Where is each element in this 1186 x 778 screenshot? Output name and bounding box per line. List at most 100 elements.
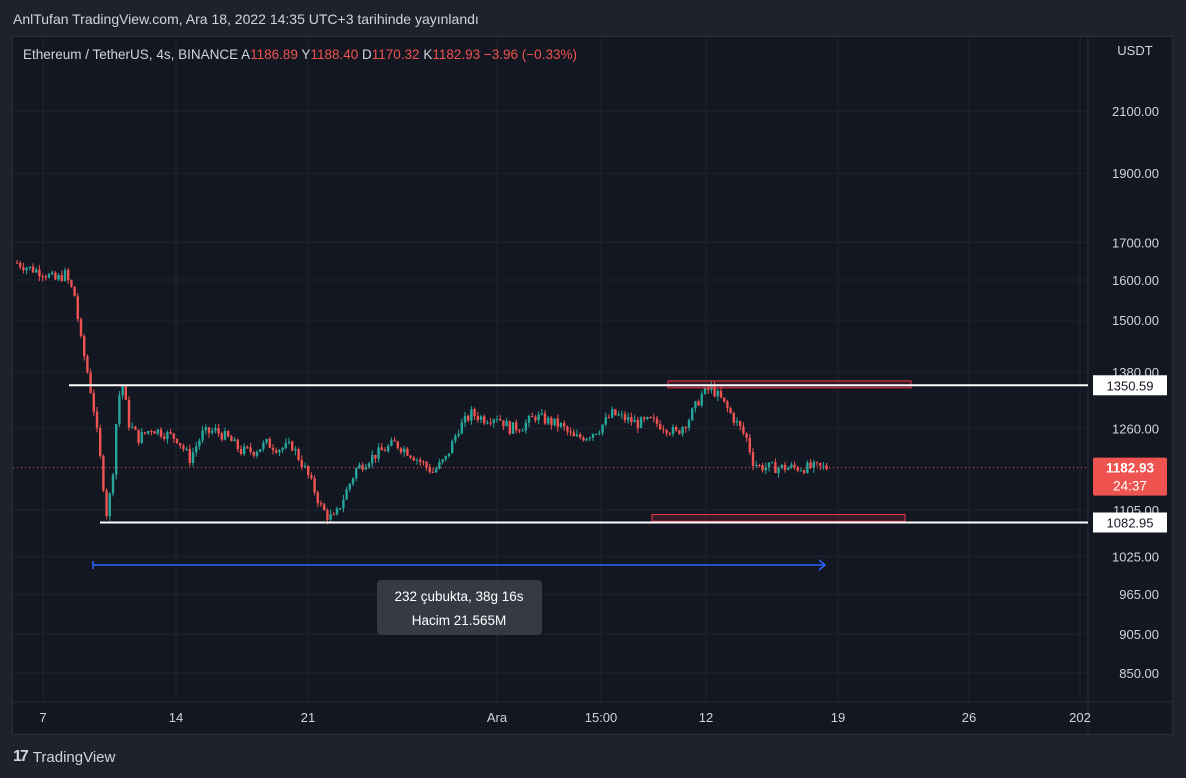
candle-body — [489, 422, 492, 424]
candle-body — [303, 465, 307, 468]
candle-body — [585, 438, 588, 441]
candle-body — [630, 417, 633, 423]
footer-brand: TradingView — [32, 748, 116, 766]
candle-body — [339, 508, 342, 510]
legend-symbol: Ethereum / TetherUS, 4s, BINANCE — [23, 47, 241, 62]
candle-body — [118, 395, 121, 425]
candle-body — [57, 274, 60, 280]
candle-body — [668, 433, 671, 435]
candle-body — [588, 437, 591, 439]
candle-body — [403, 448, 406, 453]
candle-body — [102, 455, 105, 491]
candle-body — [223, 431, 227, 440]
candle-body — [700, 393, 703, 406]
candle-body — [454, 435, 457, 441]
candle-body — [342, 499, 345, 509]
legend-high-value: 1188.40 — [310, 47, 362, 62]
candle-body — [22, 267, 25, 271]
candle-body — [499, 419, 502, 421]
candle-body — [553, 418, 556, 426]
candle-body — [38, 269, 41, 277]
candle-body — [383, 450, 387, 452]
candle-body — [278, 450, 281, 453]
published-info: AnlTufan TradingView.com, Ara 18, 2022 1… — [13, 11, 479, 27]
candle-body — [825, 465, 828, 470]
candle-body — [559, 423, 563, 427]
legend-change: −3.96 (−0.33%) — [484, 47, 577, 62]
ohlc-legend: Ethereum / TetherUS, 4s, BINANCE A1186.8… — [23, 47, 577, 62]
candle-body — [598, 432, 601, 434]
candle-body — [502, 420, 505, 427]
candle-body — [281, 447, 284, 451]
candle-body — [246, 446, 249, 448]
footer: 17 TradingView — [13, 746, 115, 768]
candle-body — [793, 464, 796, 468]
candle-body — [684, 427, 687, 429]
candle-body — [627, 417, 630, 421]
candle-body — [268, 438, 271, 448]
candle-body — [182, 445, 185, 450]
candle-body — [191, 452, 195, 463]
support-price-label-bg — [1093, 512, 1167, 533]
candle-body — [243, 446, 246, 455]
price-tick-label: 1260.00 — [1112, 421, 1159, 436]
candle-body — [70, 280, 73, 287]
time-tick-label: 26 — [962, 710, 976, 725]
candle-body — [179, 443, 182, 446]
candle-body — [271, 447, 275, 451]
candle-body — [83, 336, 86, 357]
candle-body — [284, 442, 287, 448]
candle-body — [150, 431, 153, 433]
candle-body — [822, 465, 825, 467]
candle-body — [537, 414, 540, 421]
candle-body — [633, 419, 636, 423]
candle-body — [476, 415, 479, 420]
candle-body — [575, 434, 579, 437]
candle-body — [515, 422, 518, 431]
candle-body — [79, 318, 83, 337]
bar-countdown-label: 24:37 — [1113, 479, 1147, 494]
candle-body — [774, 462, 777, 474]
support-price-label: 1082.95 — [1107, 515, 1154, 530]
candle-body — [425, 462, 428, 467]
candle-body — [614, 409, 617, 416]
candle-body — [31, 266, 35, 273]
candle-body — [239, 449, 243, 455]
candle-body — [73, 286, 76, 297]
candle-body — [691, 408, 694, 421]
candle-body — [713, 384, 716, 397]
candle-body — [319, 503, 323, 505]
candle-body — [595, 433, 598, 435]
legend-close-label: K — [423, 47, 432, 62]
candle-body — [217, 428, 220, 434]
candle-body — [527, 416, 531, 423]
candle-body — [639, 417, 643, 429]
candle-body — [428, 466, 431, 472]
candle-body — [255, 451, 259, 456]
candle-body — [755, 465, 758, 467]
price-tick-label: 1900.00 — [1112, 166, 1159, 181]
candle-body — [422, 461, 425, 463]
price-chart[interactable]: Ethereum / TetherUS, 4s, BINANCE A1186.8… — [13, 37, 1173, 735]
candle-body — [105, 490, 108, 516]
lower-zone-rect — [651, 513, 906, 522]
candle-body — [435, 468, 438, 473]
candle-body — [518, 430, 521, 432]
candle-body — [636, 419, 639, 429]
candle-body — [121, 385, 124, 396]
candle-body — [230, 436, 233, 442]
candle-body — [134, 426, 137, 430]
candle-body — [803, 470, 806, 473]
current-price-label-bg — [1093, 457, 1167, 496]
candle-body — [604, 417, 607, 425]
measure-tooltip-bg — [377, 580, 542, 635]
candle-body — [771, 462, 774, 464]
price-tick-label: 2100.00 — [1112, 104, 1159, 119]
candle-body — [566, 426, 569, 432]
resistance-price-label: 1350.59 — [1107, 378, 1154, 393]
price-tick-label: 1025.00 — [1112, 550, 1159, 565]
candle-body — [550, 417, 553, 426]
candle-body — [483, 416, 486, 424]
chart-frame[interactable]: Ethereum / TetherUS, 4s, BINANCE A1186.8… — [12, 36, 1173, 735]
candle-body — [591, 433, 595, 438]
